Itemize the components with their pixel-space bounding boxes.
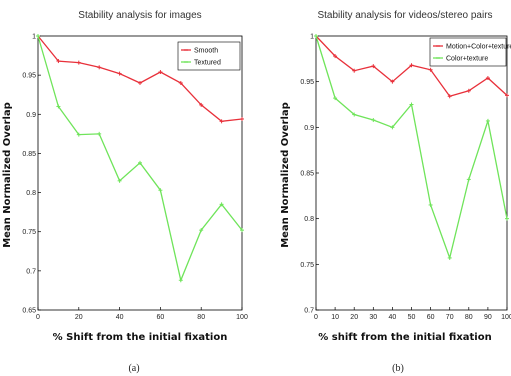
chart-a-x-tick-label: 100 — [236, 314, 248, 321]
chart-a-ylabel: Mean Normalized Overlap — [2, 102, 13, 248]
chart-a-x-tick-label: 80 — [197, 314, 205, 321]
chart-b-y-tick-label: 0.85 — [300, 171, 314, 178]
chart-a-plot: 0 20 40 60 80 100 0.65 0.7 0.75 0.8 0.85 0.9 0.95 1 Sm… — [22, 34, 248, 322]
chart-a-legend-label: Smooth — [194, 48, 218, 55]
chart-a-title: Stability analysis for images — [78, 10, 201, 21]
chart-b: Stability analysis for videos/stereo pai… — [280, 10, 511, 374]
chart-b-y-tick-label: 0.75 — [300, 262, 314, 269]
chart-a-caption: (a) — [128, 363, 139, 374]
chart-b-y-tick-label: 0.7 — [304, 308, 314, 315]
chart-a-x-tick-label: 20 — [75, 314, 83, 321]
chart-b-series-color-texture-line — [315, 35, 508, 261]
chart-a-series-textured-line — [37, 35, 243, 283]
chart-b-plot: 0 10 20 30 40 50 60 70 80 90 100 0.7 0.75 0.8 0.85 0.9 0… — [300, 34, 511, 322]
chart-b-x-tick-label: 80 — [465, 314, 473, 321]
chart-a-legend — [177, 41, 241, 71]
chart-b-ylabel: Mean Normalized Overlap — [280, 102, 291, 248]
chart-b-y-tick-label: 0.8 — [304, 216, 314, 223]
chart-b-x-tick-label: 100 — [501, 314, 511, 321]
chart-b-x-tick-label: 60 — [427, 314, 435, 321]
chart-a-y-tick-label: 0.9 — [26, 112, 36, 119]
chart-b-x-tick-label: 10 — [331, 314, 339, 321]
chart-b-x-tick-label: 90 — [484, 314, 492, 321]
chart-a-plot-frame — [37, 35, 243, 311]
chart-b-x-tick-label: 30 — [369, 314, 377, 321]
chart-a-x-tick-label: 0 — [36, 314, 40, 321]
chart-b-x-tick-label: 20 — [350, 314, 358, 321]
chart-b-y-tick-label: 0.95 — [300, 79, 314, 86]
chart-b-y-tick-label: 1 — [310, 34, 314, 41]
chart-b-legend-label: Color+texture — [446, 56, 488, 63]
chart-a-y-tick-label: 0.95 — [22, 73, 36, 80]
chart-a: Stability analysis for images Mean Norma… — [2, 10, 248, 374]
chart-b-caption: (b) — [392, 363, 404, 374]
chart-a-x-tick-label: 60 — [157, 314, 165, 321]
chart-b-legend — [429, 37, 507, 67]
chart-b-legend-label: Motion+Color+texture — [446, 44, 511, 51]
chart-a-y-tick-label: 0.75 — [22, 229, 36, 236]
chart-a-legend-label: Textured — [194, 60, 221, 67]
chart-b-y-tick-label: 0.9 — [304, 125, 314, 132]
chart-b-plot-frame — [315, 35, 508, 311]
chart-a-y-tick-label: 0.85 — [22, 151, 36, 158]
chart-b-x-tick-label: 70 — [446, 314, 454, 321]
chart-a-y-tick-label: 0.8 — [26, 190, 36, 197]
chart-a-y-tick-label: 0.65 — [22, 308, 36, 315]
chart-a-xlabel: % Shift from the initial fixation — [53, 332, 228, 343]
chart-b-x-tick-label: 50 — [408, 314, 416, 321]
chart-b-xlabel: % shift from the initial fixation — [318, 332, 491, 343]
chart-b-x-tick-label: 0 — [314, 314, 318, 321]
chart-a-y-tick-label: 0.7 — [26, 268, 36, 275]
chart-a-x-tick-label: 40 — [116, 314, 124, 321]
chart-a-y-tick-label: 1 — [32, 34, 36, 41]
chart-b-x-tick-label: 40 — [389, 314, 397, 321]
chart-b-title: Stability analysis for videos/stereo pai… — [317, 10, 492, 21]
